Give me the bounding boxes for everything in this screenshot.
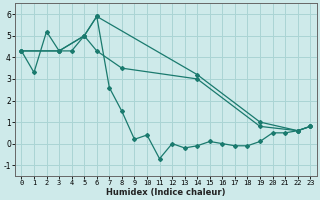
X-axis label: Humidex (Indice chaleur): Humidex (Indice chaleur) bbox=[106, 188, 226, 197]
